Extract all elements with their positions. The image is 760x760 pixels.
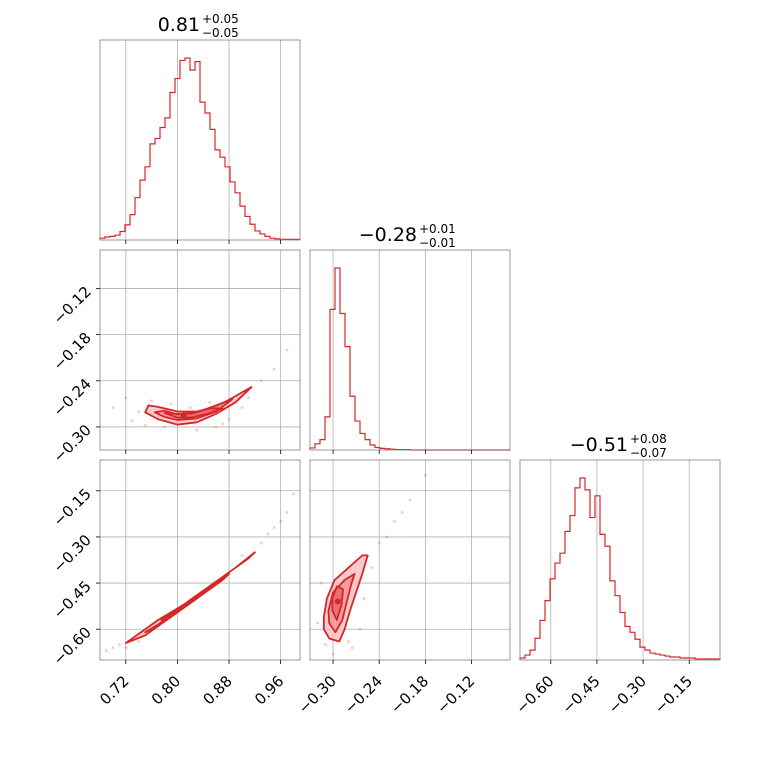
x-tick-label: −0.30: [295, 672, 340, 717]
density-peak: [334, 598, 341, 605]
density-peak: [180, 412, 187, 419]
sample-point: [385, 535, 389, 539]
sample-point: [358, 627, 362, 631]
sample-point: [221, 422, 224, 426]
y-tick-label: −0.30: [50, 531, 95, 576]
y-tick-label: −0.45: [50, 577, 95, 622]
sample-point: [279, 520, 283, 523]
sample-point: [331, 652, 335, 656]
y-tick-label: −0.15: [50, 485, 95, 530]
sample-point: [347, 640, 350, 643]
sample-point: [214, 425, 218, 429]
sample-point: [316, 621, 320, 625]
sample-point: [208, 400, 212, 404]
x-tick-label: −0.12: [433, 672, 478, 717]
histogram-1: [309, 267, 510, 451]
sample-point: [323, 643, 327, 647]
sample-point: [195, 428, 199, 432]
title-param-1: −0.28: [359, 224, 417, 246]
sample-point: [266, 532, 270, 536]
sample-point: [240, 406, 244, 410]
title-minus-1: −0.01: [419, 236, 456, 250]
title-minus-0: −0.05: [202, 26, 239, 40]
data-layer: [99, 57, 721, 660]
sample-point: [137, 410, 141, 413]
sample-point: [105, 649, 108, 653]
sample-point: [370, 566, 373, 570]
y-tick-label: −0.60: [50, 623, 95, 668]
sample-point: [393, 520, 397, 523]
contour-level-1: [144, 572, 230, 634]
sample-point: [163, 425, 166, 429]
x-tick-label: 0.72: [96, 672, 132, 708]
sample-point: [362, 597, 366, 600]
panel-frame-1-1: [309, 249, 511, 451]
x-tick-label: 0.88: [200, 672, 236, 708]
sample-point: [117, 643, 121, 647]
histogram-0: [99, 57, 301, 240]
title-minus-2: −0.07: [630, 446, 667, 460]
sample-point: [259, 379, 263, 383]
title-param-0: 0.81: [158, 14, 200, 36]
x-tick-label: −0.24: [341, 672, 386, 717]
sample-point: [285, 510, 289, 514]
sample-point: [377, 541, 381, 545]
title-plus-2: +0.08: [630, 432, 667, 446]
sample-point: [169, 402, 173, 406]
x-tick-label: 0.96: [251, 672, 287, 708]
sample-point: [423, 473, 427, 477]
sample-point: [111, 406, 115, 410]
x-tick-label: −0.30: [605, 672, 650, 717]
histogram-2: [519, 477, 721, 660]
sample-point: [400, 510, 404, 514]
x-tick-label: −0.18: [387, 672, 432, 717]
sample-point: [124, 396, 128, 400]
x-tick-label: −0.45: [559, 672, 604, 717]
panel-frame-1-0: [99, 249, 301, 451]
y-tick-label: −0.30: [50, 421, 95, 466]
sample-point: [408, 498, 412, 502]
sample-point: [350, 646, 354, 650]
sample-point: [240, 553, 244, 557]
sample-point: [111, 646, 115, 650]
sample-point: [259, 541, 263, 545]
sample-point: [292, 492, 295, 496]
title-median: −0.51: [570, 434, 628, 456]
sample-point: [143, 423, 147, 427]
sample-point: [272, 367, 276, 371]
title-plus-0: +0.05: [202, 12, 239, 26]
sample-point: [188, 406, 192, 410]
sample-point: [124, 646, 128, 650]
grid-layer: [100, 40, 690, 660]
sample-point: [272, 526, 276, 530]
panel-frame-2-2: [519, 459, 721, 661]
y-tick-label: −0.24: [50, 375, 95, 420]
panel-frame-2-1: [309, 459, 511, 661]
title-param-2: −0.51: [570, 434, 628, 456]
tick-layer: 0.72 0.80 0.88 0.96 −0.30 −0.24 −0.18 −0.12 −0.6…: [50, 240, 696, 717]
x-tick-label: 0.80: [148, 672, 184, 708]
title-median: −0.28: [359, 224, 417, 246]
frame-layer: [99, 39, 721, 661]
sample-point: [285, 348, 289, 352]
title-median: 0.81: [158, 14, 200, 36]
panel-frame-0-0: [99, 39, 301, 241]
sample-point: [246, 396, 250, 400]
sample-point: [150, 399, 154, 403]
title-plus-1: +0.01: [419, 222, 456, 236]
sample-point: [137, 640, 141, 643]
x-tick-label: −0.15: [651, 672, 696, 717]
panel-frame-2-0: [99, 459, 301, 661]
sample-point: [130, 419, 134, 423]
contour-level-0: [144, 386, 253, 426]
y-tick-label: −0.18: [50, 329, 95, 374]
sample-point: [320, 581, 323, 585]
sample-point: [227, 417, 231, 421]
x-tick-label: −0.60: [512, 672, 557, 717]
contour-level-2: [160, 589, 205, 621]
y-tick-label: −0.12: [50, 283, 95, 328]
